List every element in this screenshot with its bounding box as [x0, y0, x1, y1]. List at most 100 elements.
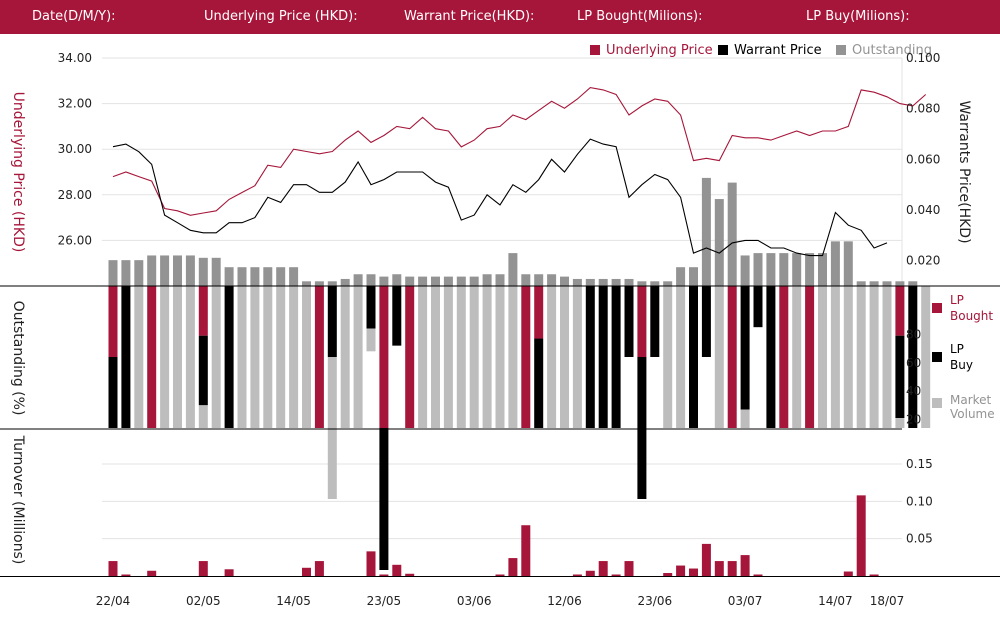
turnover-bar: [224, 569, 234, 576]
outstanding-bar: [173, 255, 182, 286]
outstanding-bar: [521, 274, 531, 286]
legend-underlying-swatch: [590, 45, 600, 55]
turnover-bar: [611, 574, 621, 576]
date-tick-label: 14/05: [276, 594, 311, 608]
header-date-label: Date(D/M/Y):: [32, 9, 116, 24]
outstanding-bar: [560, 276, 569, 286]
lp-buy-bar: [895, 335, 905, 419]
market-volume-bar: [134, 286, 144, 428]
market-volume-bar: [495, 286, 505, 428]
outstanding-bar: [534, 274, 544, 286]
legend-outstanding-label: Outstanding: [852, 43, 932, 58]
legend-underlying[interactable]: Underlying Price: [590, 43, 713, 58]
lp-bought-bar: [534, 286, 544, 339]
lp-buy-bar: [650, 286, 660, 357]
underlying-price-line: [112, 87, 927, 216]
outstanding-bar: [431, 276, 440, 286]
outstanding-bar: [353, 274, 363, 286]
turnover-bar: [392, 564, 402, 576]
market-volume-bar: [663, 286, 673, 428]
lp-buy-bar: [753, 286, 763, 328]
lp-bought-bar: [895, 286, 905, 336]
outstanding-bar: [366, 274, 376, 286]
market-volume-bar: [431, 286, 440, 428]
warrant-tick-label: 0.060: [906, 152, 940, 166]
turnover-bar: [198, 561, 208, 576]
turnover-bar: [843, 571, 853, 576]
market-volume-bar: [340, 286, 350, 428]
turnover-bar: [366, 551, 376, 576]
lp-bought-legend-line2: Bought: [950, 309, 993, 323]
outstanding-bar: [689, 267, 698, 286]
market-volume-bar: [482, 286, 492, 428]
turnover-tick-label: 0.15: [906, 457, 933, 471]
market-volume-bar: [276, 286, 286, 428]
underlying-tick-label: 28.00: [58, 188, 92, 202]
outstanding-bar: [611, 278, 621, 286]
outstanding-bar: [469, 276, 479, 286]
lp-bought-bar: [198, 286, 208, 336]
market-volume-legend-swatch: [932, 398, 942, 408]
market-volume-bar: [418, 286, 428, 428]
legend-warrant[interactable]: Warrant Price: [718, 43, 822, 58]
market-volume-bar: [469, 286, 479, 428]
market-volume-bar: [263, 286, 273, 428]
market-volume-bar: [830, 286, 840, 428]
lp-bought-bar: [108, 286, 118, 357]
outstanding-bar: [185, 255, 195, 286]
warrant-tick-label: 0.080: [906, 102, 940, 116]
market-volume-bar: [792, 286, 802, 428]
market-volume-legend-line2: Volume: [950, 407, 995, 421]
outstanding-tick-label: 80: [906, 327, 921, 341]
outstanding-bar: [147, 255, 157, 286]
market-volume-bar: [250, 286, 260, 428]
outstanding-bar: [805, 253, 815, 286]
market-volume-bar: [547, 286, 557, 428]
outstanding-tick-label: 60: [906, 356, 921, 370]
outstanding-bar: [727, 182, 737, 286]
legend-outstanding[interactable]: Outstanding: [836, 43, 932, 58]
market-volume-bar: [869, 286, 879, 428]
outstanding-bar: [276, 267, 286, 286]
outstanding-bar: [263, 267, 273, 286]
turnover-bar: [676, 565, 686, 576]
market-volume-bar: [302, 286, 311, 428]
turnover-bar: [598, 561, 608, 576]
market-volume-bar: [160, 286, 170, 428]
outstanding-bar: [624, 278, 634, 286]
header-lp-bought-label: LP Bought(Milions):: [577, 9, 703, 24]
lp-buy-bar: [366, 286, 376, 329]
market-volume-bar: [173, 286, 182, 428]
outstanding-bar: [495, 274, 505, 286]
outstanding-bar: [121, 260, 131, 286]
lp-buy-bar: [598, 286, 608, 428]
market-volume-bar: [882, 286, 892, 428]
lp-buy-bar: [908, 286, 918, 428]
outstanding-bar: [160, 255, 170, 286]
outstanding-bar: [714, 199, 724, 286]
market-volume-bar: [327, 357, 337, 499]
date-tick-label: 03/06: [457, 594, 492, 608]
underlying-tick-label: 30.00: [58, 142, 92, 156]
date-tick-label: 14/07: [818, 594, 853, 608]
outstanding-bar: [598, 278, 608, 286]
lp-bought-bar: [379, 286, 389, 428]
outstanding-bar: [766, 253, 776, 286]
market-volume-bar: [185, 286, 195, 428]
outstanding-bar: [869, 281, 879, 286]
outstanding-bar: [882, 281, 892, 286]
market-volume-bar: [740, 409, 750, 428]
warrant-tick-label: 0.100: [906, 51, 940, 65]
lp-buy-bar: [121, 286, 131, 428]
outstanding-bar: [547, 274, 557, 286]
warrants-axis-title: Warrants Price(HKD): [956, 100, 972, 243]
header-bar: Date(D/M/Y): Underlying Price (HKD): War…: [0, 0, 1000, 34]
turnover-bar: [714, 561, 724, 576]
market-volume-bar: [572, 286, 582, 428]
market-volume-bar: [560, 286, 569, 428]
outstanding-bar: [211, 257, 221, 286]
turnover-bar: [701, 543, 711, 576]
turnover-axis-title: Turnover (Millions): [10, 435, 26, 565]
underlying-tick-label: 34.00: [58, 51, 92, 65]
outstanding-axis-title: Outstanding (%): [10, 301, 26, 416]
